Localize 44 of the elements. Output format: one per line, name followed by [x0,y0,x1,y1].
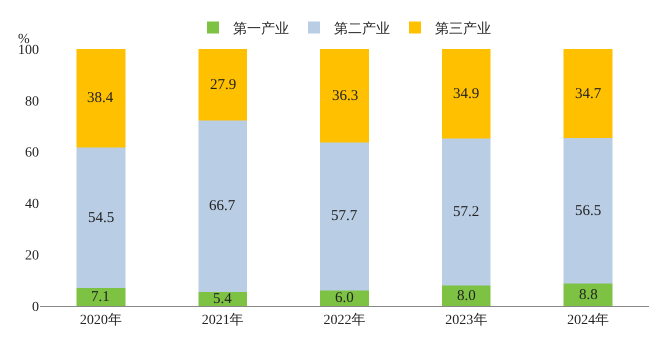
data-label: 6.0 [335,290,354,306]
data-label: 57.7 [331,208,358,224]
bar [442,138,491,286]
y-tick-label: 0 [32,300,39,315]
bar [198,49,248,121]
data-label: 66.7 [209,198,236,214]
y-tick-label: 60 [25,146,39,161]
bar [198,292,248,306]
y-tick-label: 20 [25,248,39,264]
legend-label: 第一产业 [233,20,289,37]
data-label: 34.7 [575,86,602,102]
bar [76,288,126,306]
x-tick-label: 2022年 [324,312,366,328]
bar [198,120,248,292]
x-tick-label: 2023年 [445,312,488,328]
bar [320,49,369,142]
bar [564,138,612,284]
y-tick-label: 40 [25,197,39,212]
data-label: 8.0 [457,288,476,304]
x-tick-label: 2024年 [567,312,610,328]
bar [442,49,491,138]
bar [564,49,612,138]
bar [320,290,369,306]
y-tick-label: 100 [18,42,39,58]
y-tick-label: 80 [25,94,39,110]
bar [320,142,369,291]
data-label: 27.9 [210,77,236,93]
data-label: 36.3 [332,88,358,104]
data-label: 5.4 [213,291,232,307]
bar [442,285,491,306]
data-label: 7.1 [91,289,110,305]
x-tick-label: 2020年 [80,312,122,328]
bar [564,283,612,306]
legend-label: 第二产业 [334,20,390,37]
data-label: 56.5 [575,203,602,219]
data-label: 34.9 [453,86,480,102]
bar [76,148,126,288]
data-label: 57.2 [453,204,480,220]
data-label: 54.5 [88,210,114,226]
x-tick-label: 2021年 [202,312,244,328]
data-label: 8.8 [579,287,598,303]
bar [76,49,126,148]
legend-label: 第三产业 [435,20,491,37]
data-label: 38.4 [87,90,114,106]
